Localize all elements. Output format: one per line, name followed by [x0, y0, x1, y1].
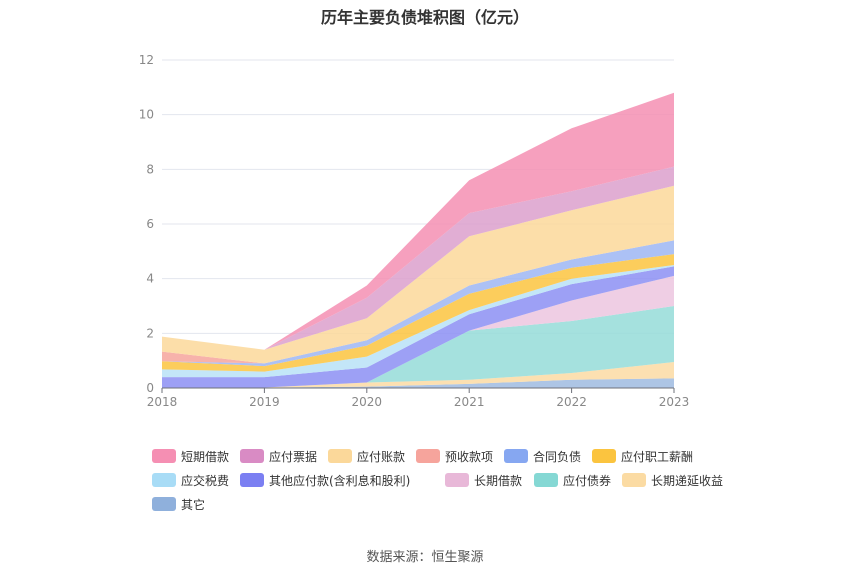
legend-swatch — [445, 473, 469, 487]
legend-item[interactable]: 长期借款 — [445, 470, 522, 490]
legend-item[interactable]: 应付职工薪酬 — [592, 446, 693, 466]
area-series — [162, 266, 674, 388]
legend-label: 应交税费 — [181, 473, 230, 488]
legend-item[interactable]: 应付债券 — [534, 470, 611, 490]
x-tick-label: 2021 — [454, 395, 485, 409]
legend-swatch — [152, 473, 176, 487]
legend-swatch — [416, 449, 440, 463]
legend-swatch — [152, 449, 176, 463]
chart-area: 0 2 4 6 8 10 12 2018 2019 2020 2021 2022 2023 — [139, 53, 690, 409]
x-tick-label: 2023 — [659, 395, 690, 409]
y-tick-label: 4 — [146, 272, 154, 286]
legend-swatch — [240, 473, 264, 487]
legend-swatch — [592, 449, 616, 463]
legend-item[interactable]: 应交税费 — [152, 470, 229, 490]
y-tick-label: 8 — [146, 162, 154, 176]
legend-label: 其它 — [181, 497, 206, 512]
legend-item[interactable]: 预收款项 — [416, 446, 493, 466]
legend-label: 合同负债 — [533, 449, 582, 464]
legend-label: 长期递延收益 — [651, 473, 724, 488]
area-series — [162, 306, 674, 388]
area-series — [162, 378, 674, 388]
x-tick-label: 2018 — [147, 395, 178, 409]
legend-label: 短期借款 — [181, 449, 230, 464]
area-series — [162, 240, 674, 367]
legend-item[interactable]: 短期借款 — [152, 446, 229, 466]
area-series — [162, 166, 674, 350]
legend-label: 应付职工薪酬 — [621, 449, 694, 464]
legend-swatch — [622, 473, 646, 487]
legend-label: 其他应付款(含利息和股利) — [269, 473, 411, 488]
legend-label: 应付票据 — [269, 449, 318, 464]
stacked-areas — [162, 92, 674, 388]
y-tick-label: 10 — [139, 108, 154, 122]
area-series — [162, 362, 674, 388]
y-tick-label: 12 — [139, 53, 154, 67]
chart-title: 历年主要负债堆积图（亿元） — [320, 8, 529, 27]
legend-item[interactable]: 合同负债 — [504, 446, 581, 466]
legend-item[interactable]: 应付票据 — [240, 446, 317, 466]
legend-swatch — [328, 449, 352, 463]
y-tick-label: 0 — [146, 381, 154, 395]
legend-label: 长期借款 — [474, 473, 523, 488]
legend-label: 预收款项 — [445, 449, 494, 464]
x-tick-label: 2020 — [352, 395, 383, 409]
legend-swatch — [240, 449, 264, 463]
area-series — [162, 92, 674, 350]
legend-item[interactable]: 长期递延收益 — [622, 470, 723, 490]
legend-label: 应付债券 — [563, 473, 612, 488]
data-source: 数据来源：恒生聚源 — [366, 550, 484, 565]
legend-item[interactable]: 其他应付款(含利息和股利) — [240, 470, 410, 490]
y-tick-label: 2 — [146, 326, 154, 340]
x-tick-label: 2022 — [556, 395, 587, 409]
area-series — [162, 254, 674, 372]
legend-item[interactable]: 应付账款 — [328, 446, 405, 466]
legend-swatch — [152, 497, 176, 511]
axes: 0 2 4 6 8 10 12 2018 2019 2020 2021 2022 2023 — [139, 53, 690, 409]
area-series — [162, 185, 674, 364]
legend-swatch — [534, 473, 558, 487]
x-tick-label: 2019 — [249, 395, 280, 409]
y-tick-label: 6 — [146, 217, 154, 231]
legend-label: 应付账款 — [357, 449, 406, 464]
legend-item[interactable]: 其它 — [152, 494, 205, 514]
legend-swatch — [504, 449, 528, 463]
